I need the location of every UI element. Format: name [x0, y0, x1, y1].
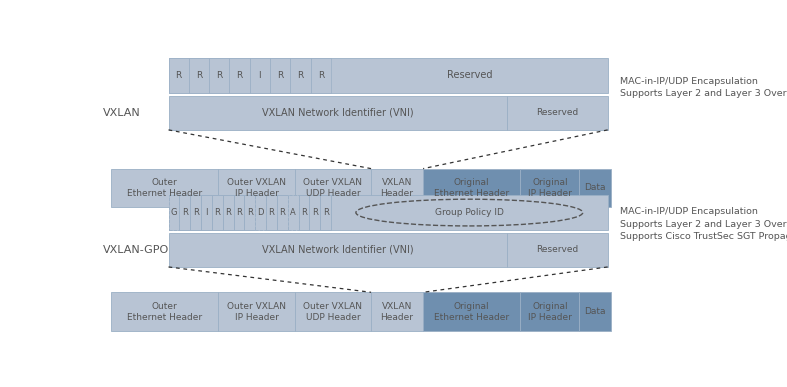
Text: R: R [236, 71, 242, 80]
Text: Original
Ethernet Header: Original Ethernet Header [434, 301, 509, 322]
FancyBboxPatch shape [168, 96, 507, 130]
FancyBboxPatch shape [168, 58, 189, 92]
Text: VXLAN: VXLAN [103, 108, 141, 118]
Text: VXLAN
Header: VXLAN Header [381, 301, 414, 322]
FancyBboxPatch shape [579, 292, 611, 331]
Text: Outer VXLAN
UDP Header: Outer VXLAN UDP Header [303, 301, 362, 322]
FancyBboxPatch shape [294, 292, 371, 331]
Text: R: R [182, 208, 188, 217]
FancyBboxPatch shape [423, 169, 520, 207]
Text: VXLAN
Header: VXLAN Header [381, 178, 414, 198]
Text: R: R [323, 208, 328, 217]
FancyBboxPatch shape [190, 195, 201, 230]
Text: R: R [277, 71, 283, 80]
Text: R: R [247, 208, 253, 217]
Text: R: R [225, 208, 231, 217]
FancyBboxPatch shape [168, 195, 179, 230]
FancyBboxPatch shape [288, 195, 298, 230]
Text: G: G [171, 208, 177, 217]
Text: Group Policy ID: Group Policy ID [435, 208, 504, 217]
Text: Reserved: Reserved [536, 245, 578, 254]
Text: I: I [205, 208, 208, 217]
FancyBboxPatch shape [290, 58, 311, 92]
FancyBboxPatch shape [423, 292, 520, 331]
FancyBboxPatch shape [579, 169, 611, 207]
Text: R: R [297, 71, 304, 80]
FancyBboxPatch shape [507, 233, 608, 267]
FancyBboxPatch shape [520, 292, 579, 331]
Text: R: R [318, 71, 324, 80]
Text: Outer
Ethernet Header: Outer Ethernet Header [127, 301, 202, 322]
FancyBboxPatch shape [507, 96, 608, 130]
FancyBboxPatch shape [201, 195, 212, 230]
Text: R: R [236, 208, 242, 217]
Text: D: D [257, 208, 264, 217]
Text: Outer VXLAN
IP Header: Outer VXLAN IP Header [227, 301, 286, 322]
FancyBboxPatch shape [294, 169, 371, 207]
Text: VXLAN-GPO: VXLAN-GPO [103, 245, 169, 255]
FancyBboxPatch shape [249, 58, 270, 92]
Text: Data: Data [584, 307, 606, 316]
FancyBboxPatch shape [277, 195, 288, 230]
Text: R: R [312, 208, 318, 217]
Text: Reserved: Reserved [536, 108, 578, 117]
Text: R: R [216, 71, 223, 80]
FancyBboxPatch shape [218, 292, 294, 331]
FancyBboxPatch shape [230, 58, 249, 92]
Text: R: R [176, 71, 182, 80]
FancyBboxPatch shape [309, 195, 320, 230]
Text: Original
IP Header: Original IP Header [528, 301, 572, 322]
FancyBboxPatch shape [234, 195, 244, 230]
Text: R: R [279, 208, 285, 217]
Text: MAC-in-IP/UDP Encapsulation
Supports Layer 2 and Layer 3 Overlay: MAC-in-IP/UDP Encapsulation Supports Lay… [620, 77, 787, 98]
Text: R: R [193, 208, 198, 217]
Text: Data: Data [584, 183, 606, 192]
Text: R: R [301, 208, 307, 217]
FancyBboxPatch shape [168, 233, 507, 267]
FancyBboxPatch shape [311, 58, 331, 92]
Text: Original
IP Header: Original IP Header [528, 178, 572, 198]
FancyBboxPatch shape [371, 292, 423, 331]
Text: Reserved: Reserved [446, 70, 492, 80]
Text: R: R [214, 208, 220, 217]
Text: R: R [268, 208, 275, 217]
FancyBboxPatch shape [110, 292, 218, 331]
FancyBboxPatch shape [223, 195, 234, 230]
FancyBboxPatch shape [168, 195, 608, 230]
Text: Original
Ethernet Header: Original Ethernet Header [434, 178, 509, 198]
Ellipse shape [356, 199, 582, 226]
FancyBboxPatch shape [520, 169, 579, 207]
FancyBboxPatch shape [371, 169, 423, 207]
FancyBboxPatch shape [255, 195, 266, 230]
FancyBboxPatch shape [320, 195, 331, 230]
Text: R: R [196, 71, 202, 80]
FancyBboxPatch shape [179, 195, 190, 230]
FancyBboxPatch shape [244, 195, 255, 230]
FancyBboxPatch shape [209, 58, 230, 92]
FancyBboxPatch shape [110, 169, 218, 207]
FancyBboxPatch shape [218, 169, 294, 207]
Text: Outer
Ethernet Header: Outer Ethernet Header [127, 178, 202, 198]
Text: Outer VXLAN
UDP Header: Outer VXLAN UDP Header [303, 178, 362, 198]
Text: VXLAN Network Identifier (VNI): VXLAN Network Identifier (VNI) [262, 245, 413, 255]
FancyBboxPatch shape [266, 195, 277, 230]
Text: Outer VXLAN
IP Header: Outer VXLAN IP Header [227, 178, 286, 198]
FancyBboxPatch shape [212, 195, 223, 230]
FancyBboxPatch shape [189, 58, 209, 92]
Text: I: I [259, 71, 261, 80]
Text: A: A [290, 208, 296, 217]
FancyBboxPatch shape [298, 195, 309, 230]
Text: MAC-in-IP/UDP Encapsulation
Supports Layer 2 and Layer 3 Overlay
Supports Cisco : MAC-in-IP/UDP Encapsulation Supports Lay… [620, 207, 787, 241]
FancyBboxPatch shape [270, 58, 290, 92]
Text: VXLAN Network Identifier (VNI): VXLAN Network Identifier (VNI) [262, 108, 413, 118]
FancyBboxPatch shape [168, 58, 608, 92]
